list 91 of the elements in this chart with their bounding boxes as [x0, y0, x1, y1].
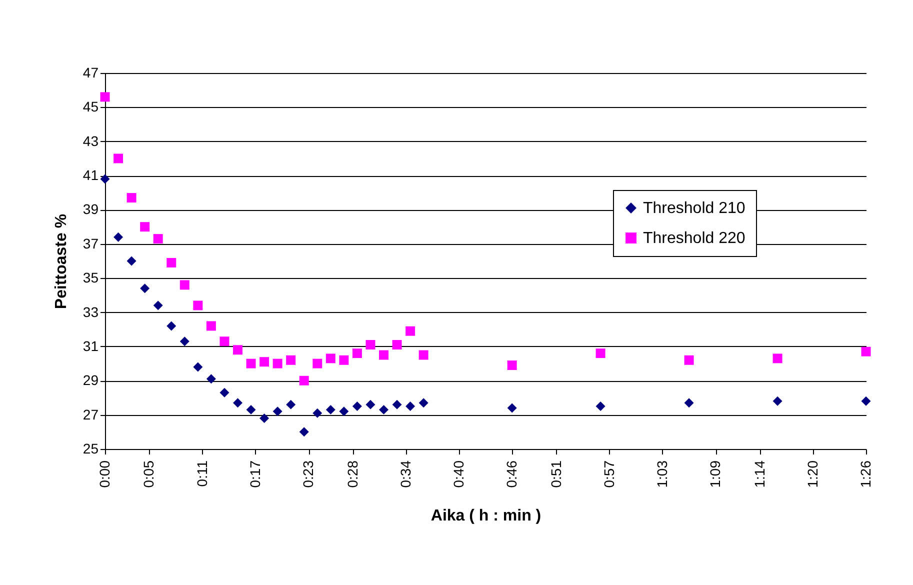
- point: [379, 404, 388, 414]
- x-axis-title: Aika ( h : min ): [430, 508, 542, 525]
- point: [153, 300, 163, 310]
- legend-label: Threshold 220: [643, 230, 746, 247]
- point: [286, 355, 296, 365]
- point: [206, 374, 216, 384]
- point: [326, 354, 336, 364]
- point: [366, 340, 376, 350]
- point: [100, 92, 110, 102]
- y-tick-label: 25: [82, 440, 99, 456]
- point: [126, 193, 136, 203]
- point: [772, 396, 782, 406]
- point: [406, 326, 416, 336]
- point: [180, 336, 190, 346]
- y-tick-label: 31: [82, 338, 99, 354]
- x-tick-label: 0:05: [140, 460, 157, 488]
- point: [684, 398, 694, 408]
- point: [596, 402, 606, 412]
- point: [392, 340, 402, 350]
- y-tick-label: 45: [82, 98, 99, 115]
- y-axis-title: Peittoaste %: [52, 214, 70, 310]
- point: [193, 300, 203, 310]
- x-tick-label: 0:28: [344, 460, 360, 488]
- point: [339, 406, 349, 416]
- y-tick-label: 35: [82, 270, 99, 286]
- point: [379, 350, 388, 360]
- point: [418, 350, 428, 360]
- x-tick-label: 0:46: [504, 460, 520, 488]
- x-tick-label: 0:34: [397, 460, 414, 488]
- y-tick-label: 47: [82, 64, 99, 80]
- point: [312, 408, 322, 418]
- point: [326, 404, 336, 414]
- x-tick-label: 1:03: [654, 460, 670, 488]
- point: [126, 256, 136, 266]
- point: [861, 346, 871, 356]
- point: [246, 358, 256, 368]
- point: [352, 348, 362, 358]
- point: [180, 280, 190, 290]
- point: [596, 348, 606, 358]
- point: [166, 258, 176, 268]
- point: [507, 360, 517, 370]
- point: [153, 234, 163, 244]
- point: [272, 406, 282, 416]
- x-tick-label: 0:00: [96, 460, 112, 488]
- point: [352, 402, 362, 412]
- point: [406, 402, 416, 412]
- point: [507, 403, 517, 413]
- point: [861, 396, 871, 406]
- point: [366, 400, 376, 410]
- y-tick-label: 39: [82, 201, 99, 218]
- y-tick-label: 43: [82, 132, 99, 149]
- point: [140, 222, 150, 232]
- x-tick-label: 1:20: [804, 460, 820, 488]
- point: [299, 376, 309, 386]
- point: [260, 357, 270, 367]
- y-tick-label: 37: [82, 235, 99, 252]
- point: [272, 358, 282, 368]
- x-tick-label: 0:23: [300, 460, 316, 488]
- point: [193, 362, 203, 372]
- point: [286, 400, 296, 410]
- legend-label: Threshold 210: [643, 200, 746, 217]
- point: [114, 154, 124, 164]
- point: [772, 354, 782, 364]
- point: [140, 284, 150, 294]
- point: [260, 413, 270, 423]
- point: [312, 358, 322, 368]
- y-tick-label: 33: [82, 304, 99, 320]
- x-tick-label: 1:09: [707, 460, 724, 488]
- x-tick-label: 0:40: [450, 460, 466, 488]
- x-tick-label: 1:26: [858, 460, 874, 488]
- x-tick-label: 0:11: [194, 460, 210, 487]
- x-tick-label: 0:17: [246, 460, 263, 488]
- point: [418, 398, 428, 408]
- y-tick-label: 27: [82, 406, 99, 422]
- x-tick-label: 0:57: [600, 460, 617, 488]
- x-tick-label: 1:14: [751, 460, 768, 488]
- point: [220, 336, 230, 346]
- point: [392, 400, 402, 410]
- point: [206, 321, 216, 331]
- point: [299, 427, 309, 437]
- point: [166, 321, 176, 331]
- point: [220, 388, 230, 398]
- y-tick-label: 41: [82, 167, 99, 184]
- point: [232, 398, 242, 408]
- point: [232, 345, 242, 355]
- point: [339, 355, 349, 365]
- point: [684, 355, 694, 365]
- point: [246, 404, 256, 414]
- point: [114, 232, 124, 242]
- y-tick-label: 29: [82, 372, 99, 388]
- x-tick-label: 0:51: [548, 460, 564, 488]
